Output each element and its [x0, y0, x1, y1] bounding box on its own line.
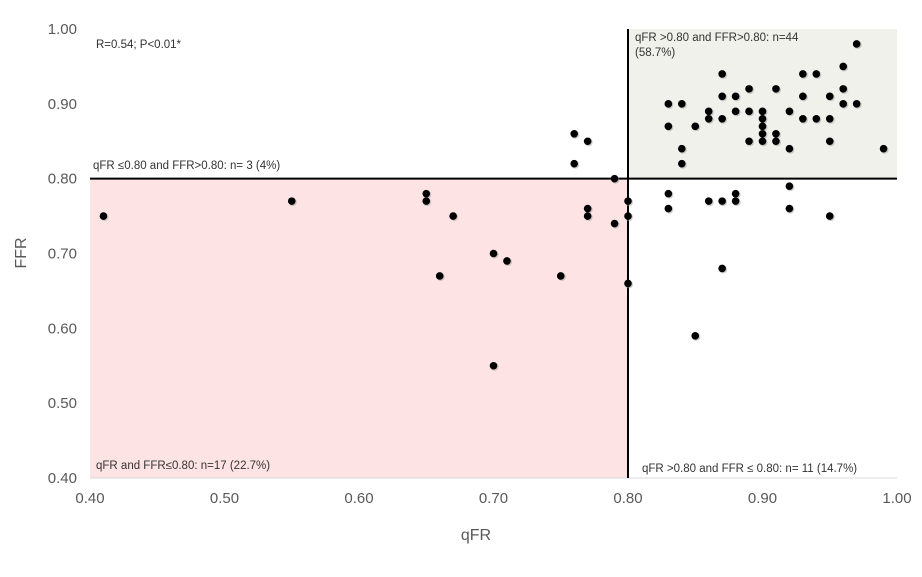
upper-right-annotation-line2: (58.7%) — [635, 47, 675, 59]
data-point — [704, 197, 713, 205]
data-point — [785, 204, 794, 213]
data-point — [772, 129, 780, 138]
data-point — [731, 197, 740, 205]
data-point — [718, 92, 726, 101]
upper-left-annotation: qFR ≤0.80 and FFR>0.80: n= 3 (4%) — [93, 160, 280, 172]
data-point — [422, 197, 431, 205]
data-point — [758, 122, 767, 131]
data-point — [610, 219, 619, 228]
data-point — [731, 92, 740, 101]
y-tick-label: 0.90 — [48, 96, 77, 113]
data-point — [718, 115, 726, 123]
upper-right-annotation-line1: qFR >0.80 and FFR>0.80: n=44 — [635, 32, 799, 44]
data-point — [839, 62, 847, 71]
data-point — [758, 107, 767, 116]
data-point — [825, 137, 834, 146]
lower-left-annotation: qFR and FFR≤0.80: n=17 (22.7%) — [96, 460, 270, 472]
x-axis-label: qFR — [461, 527, 491, 544]
data-point — [583, 212, 592, 220]
data-point — [825, 212, 834, 220]
y-tick-label: 0.60 — [48, 320, 77, 337]
data-point — [799, 115, 807, 123]
x-tick-label: 0.60 — [344, 490, 373, 507]
data-point — [839, 85, 847, 93]
data-point — [691, 332, 700, 340]
data-point — [678, 100, 686, 108]
data-point — [624, 212, 632, 220]
x-tick-label: 0.40 — [75, 490, 104, 507]
data-point — [556, 272, 565, 280]
data-point — [825, 92, 834, 101]
data-point — [825, 115, 834, 123]
data-point — [287, 197, 296, 205]
data-point — [731, 107, 740, 116]
data-point — [758, 137, 767, 146]
y-tick-label: 0.50 — [48, 395, 77, 412]
correlation-annotation: R=0.54; P<0.01* — [96, 39, 182, 51]
data-point — [704, 115, 713, 123]
data-point — [718, 197, 726, 205]
lower-right-annotation: qFR >0.80 and FFR ≤ 0.80: n= 11 (14.7%) — [642, 463, 857, 475]
data-point — [664, 204, 673, 213]
data-point — [772, 137, 780, 146]
data-point — [664, 122, 673, 131]
data-point — [799, 92, 807, 101]
data-point — [435, 272, 444, 280]
data-point — [610, 174, 619, 183]
x-tick-label: 0.50 — [210, 490, 239, 507]
data-point — [624, 197, 632, 205]
data-point — [812, 115, 821, 123]
data-point — [812, 70, 821, 78]
data-point — [570, 129, 578, 138]
data-point — [799, 70, 807, 78]
data-point — [583, 204, 592, 213]
x-tick-label: 0.90 — [748, 490, 777, 507]
data-point — [489, 249, 498, 258]
data-point — [422, 189, 431, 198]
data-point — [839, 100, 847, 108]
data-point — [852, 100, 861, 108]
data-point — [785, 107, 794, 116]
data-point — [852, 40, 861, 48]
data-point — [99, 212, 108, 220]
data-point — [785, 182, 794, 190]
data-point — [718, 264, 726, 273]
data-point — [678, 144, 686, 153]
data-point — [785, 144, 794, 153]
data-point — [718, 70, 726, 78]
data-point — [758, 115, 767, 123]
data-point — [758, 129, 767, 138]
x-tick-label: 0.70 — [479, 490, 508, 507]
data-point — [664, 189, 673, 198]
data-point — [583, 137, 592, 146]
data-point — [879, 144, 888, 153]
data-point — [449, 212, 457, 220]
data-point — [624, 279, 632, 288]
data-point — [678, 159, 686, 168]
y-tick-label: 0.40 — [48, 470, 77, 487]
data-point — [664, 100, 673, 108]
data-point — [503, 257, 511, 265]
y-axis-label: FFR — [13, 237, 30, 268]
data-point — [489, 361, 498, 370]
data-point — [745, 85, 753, 93]
y-tick-label: 0.70 — [48, 246, 77, 263]
x-tick-label: 1.00 — [882, 490, 911, 507]
data-point — [704, 107, 713, 116]
data-point — [691, 122, 700, 131]
data-point — [570, 159, 578, 168]
y-tick-label: 1.00 — [48, 21, 77, 38]
data-point — [731, 189, 740, 198]
x-tick-label: 0.80 — [613, 490, 642, 507]
y-tick-label: 0.80 — [48, 171, 77, 188]
data-point — [772, 85, 780, 93]
data-point — [745, 107, 753, 116]
data-point — [745, 137, 753, 146]
region-true-negative — [90, 178, 628, 478]
